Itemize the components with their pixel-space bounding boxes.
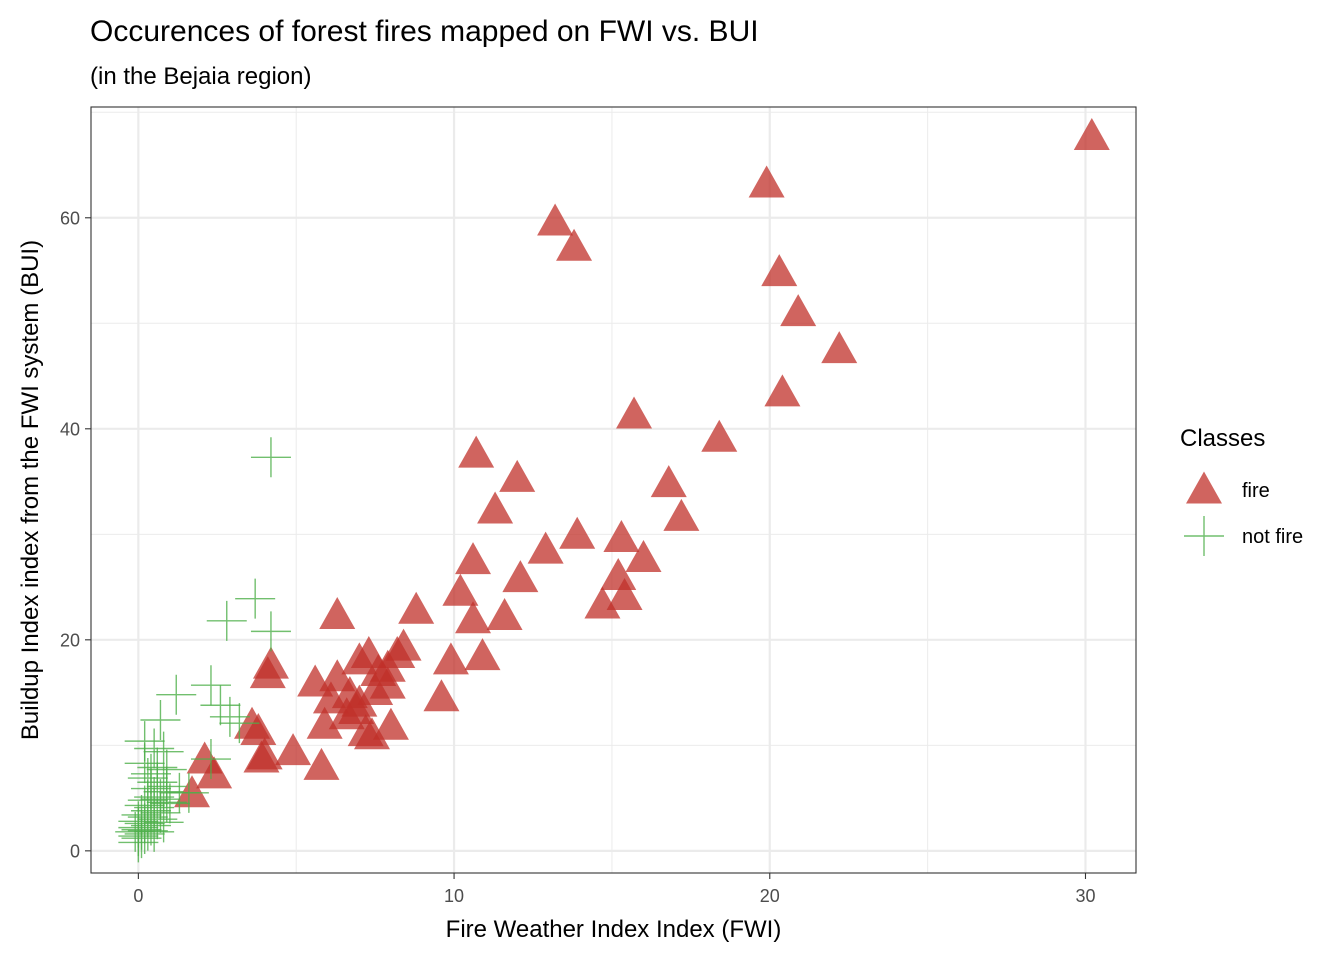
fire-point: [341, 642, 378, 675]
fire-point: [650, 465, 687, 498]
not-fire-point: [143, 731, 184, 772]
fire-point: [174, 775, 211, 808]
fire-point: [303, 747, 340, 780]
fire-point: [442, 573, 479, 606]
not-fire-point: [118, 822, 159, 863]
plot-panel: [90, 106, 1137, 874]
not-fire-point: [121, 818, 162, 859]
data-points: [115, 117, 1110, 863]
fire-point: [821, 331, 858, 364]
fire-point: [603, 519, 640, 552]
x-tick-label: 30: [1075, 886, 1095, 906]
legend-label-fire: fire: [1242, 480, 1270, 502]
fire-point: [196, 756, 233, 789]
series-not-fire: [115, 437, 291, 863]
legend-key-not-fire: [1184, 516, 1224, 556]
x-axis-title: Fire Weather Index Index (FWI): [446, 916, 782, 943]
chart-subtitle: (in the Bejaia region): [90, 63, 311, 90]
fire-point: [455, 601, 492, 634]
not-fire-point: [235, 578, 276, 619]
grid-lines: [91, 107, 1136, 873]
fire-point: [249, 656, 286, 689]
fire-point: [297, 664, 334, 697]
fire-point: [464, 638, 501, 671]
fire-point: [606, 578, 643, 611]
panel-background: [91, 107, 1136, 873]
legend-title: Classes: [1180, 425, 1265, 452]
not-fire-point: [156, 674, 197, 715]
not-fire-point: [200, 685, 241, 726]
fire-point: [423, 679, 460, 712]
y-tick-label: 20: [60, 630, 80, 650]
fire-point: [312, 681, 349, 714]
not-fire-point: [219, 703, 260, 744]
fire-point: [663, 498, 700, 531]
not-fire-point: [190, 739, 231, 780]
legend-label-not-fire: not fire: [1242, 526, 1303, 548]
legend-key-fire: [1186, 471, 1222, 504]
y-axis-title: Buildup Index index from the FWI system …: [17, 240, 44, 740]
y-tick-label: 0: [70, 841, 80, 861]
fire-point: [458, 435, 495, 468]
fire-point: [306, 706, 343, 739]
fire-point: [616, 396, 653, 429]
not-fire-point: [124, 743, 165, 784]
fire-point: [455, 542, 492, 575]
panel-border: [90, 106, 1137, 874]
not-fire-point: [250, 611, 291, 652]
fire-point: [275, 733, 312, 766]
fire-point: [353, 717, 390, 750]
chart-title: Occurences of forest fires mapped on FWI…: [90, 15, 759, 48]
fire-point: [319, 596, 356, 629]
axis-ticks: 0 10 20 30 0 20 40 60: [60, 208, 1096, 906]
not-fire-point: [206, 600, 247, 641]
fire-point: [240, 713, 277, 746]
not-fire-point: [149, 783, 190, 824]
not-fire-point: [124, 813, 165, 854]
x-tick-label: 10: [444, 886, 464, 906]
fire-point: [764, 374, 801, 407]
not-fire-point: [209, 696, 250, 737]
fire-point: [432, 642, 469, 675]
not-fire-point: [250, 437, 291, 478]
fire-point: [556, 228, 593, 261]
fire-point: [584, 586, 621, 619]
x-tick-label: 0: [133, 886, 143, 906]
fire-point: [559, 516, 596, 549]
fire-point: [1073, 117, 1110, 150]
fire-point: [748, 165, 785, 198]
fire-point: [625, 540, 662, 573]
fire-point: [486, 598, 523, 631]
fire-point: [600, 557, 637, 590]
not-fire-point: [146, 782, 187, 823]
fire-point: [398, 591, 435, 624]
fire-point: [527, 531, 564, 564]
fire-point: [780, 294, 817, 327]
not-fire-point: [168, 772, 209, 813]
fire-point: [502, 560, 539, 593]
fire-point: [328, 697, 365, 730]
fire-point: [537, 203, 574, 236]
not-fire-point: [127, 810, 168, 851]
legend-items: fire not fire: [1184, 471, 1303, 556]
fire-point: [499, 459, 536, 492]
fire-point: [372, 707, 409, 740]
series-fire: [174, 117, 1110, 808]
not-fire-point: [134, 728, 175, 769]
y-tick-label: 60: [60, 208, 80, 228]
fire-point: [477, 491, 514, 524]
not-fire-point: [140, 700, 181, 741]
fire-point: [761, 254, 798, 287]
fire-point: [243, 740, 280, 773]
y-tick-label: 40: [60, 419, 80, 439]
x-tick-label: 20: [760, 886, 780, 906]
fire-point: [701, 419, 738, 452]
not-fire-point: [137, 762, 178, 803]
legend: Classes fire not fire: [1180, 425, 1303, 556]
not-fire-point: [190, 665, 231, 706]
not-fire-point: [134, 811, 175, 852]
not-fire-point: [143, 802, 184, 843]
